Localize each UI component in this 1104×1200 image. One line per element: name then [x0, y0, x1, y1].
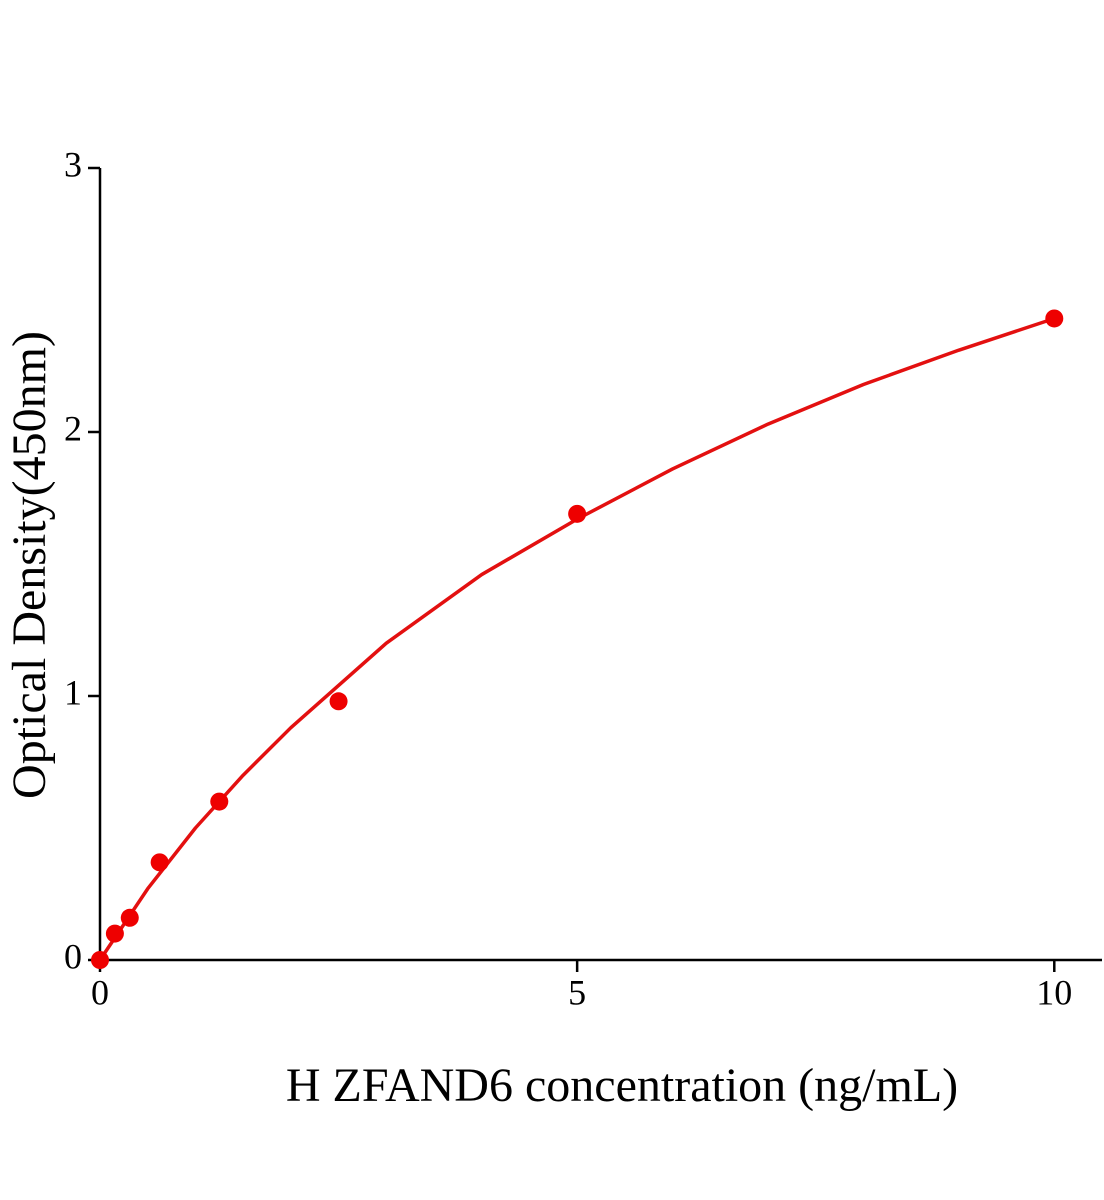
fit-curve: [98, 316, 1055, 961]
y-tick-label: 2: [64, 408, 82, 448]
data-point: [1045, 309, 1064, 328]
data-point: [210, 792, 229, 811]
data-point: [568, 504, 587, 523]
data-point: [329, 692, 348, 711]
data-point: [105, 924, 124, 943]
data-point: [120, 908, 139, 927]
y-tick-label: 1: [64, 672, 82, 712]
y-tick-label: 0: [64, 936, 82, 976]
y-axis-title: Optical Density(450nm): [3, 331, 56, 799]
y-tick-label: 3: [64, 144, 82, 184]
x-axis-title: H ZFAND6 concentration (ng/mL): [286, 1059, 958, 1112]
x-tick-label: 0: [91, 972, 109, 1012]
data-point: [91, 951, 109, 969]
x-tick-label: 5: [568, 972, 586, 1012]
data-point: [150, 853, 169, 872]
x-tick-label: 10: [1036, 972, 1072, 1012]
